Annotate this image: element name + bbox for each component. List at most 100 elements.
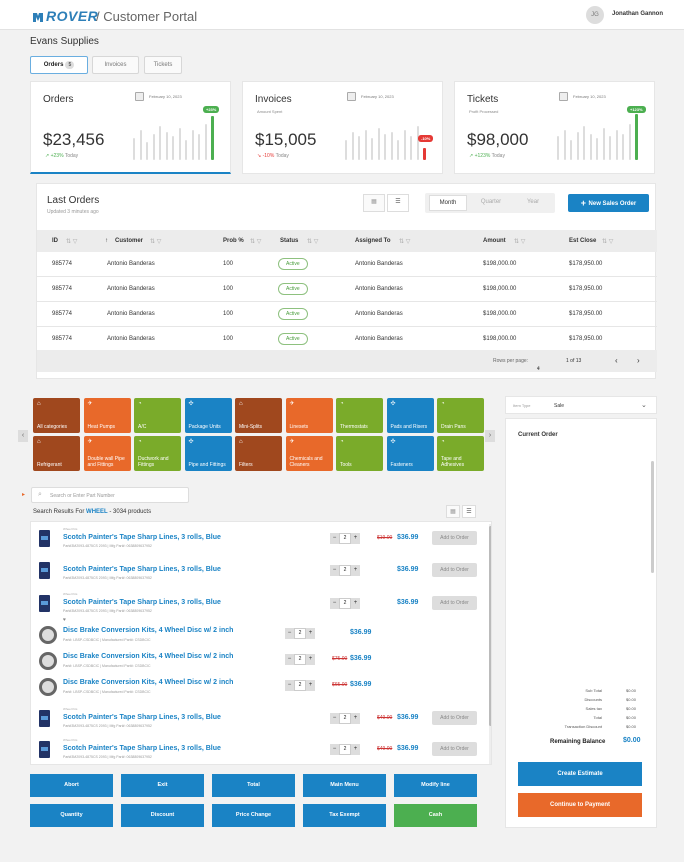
category-tile[interactable]: ✈ Double wall Pipe and Fittings	[83, 436, 131, 471]
categories-next-icon[interactable]: ›	[485, 430, 495, 442]
action-button-total[interactable]: Total	[212, 774, 295, 797]
user-name[interactable]: Jonathan Gannon	[612, 11, 663, 17]
avatar[interactable]: JG	[586, 6, 604, 24]
action-button-abort[interactable]: Abort	[30, 774, 113, 797]
sort-icon[interactable]: ⇅ ▽	[307, 239, 319, 245]
add-to-order-button[interactable]: Add to Order	[432, 596, 477, 610]
col-assigned[interactable]: Assigned To	[355, 238, 391, 244]
continue-to-payment-button[interactable]: Continue to Payment	[518, 793, 642, 817]
plus-icon[interactable]: +	[351, 713, 360, 724]
col-prob[interactable]: Prob %	[223, 238, 244, 244]
minus-icon[interactable]: −	[330, 533, 339, 544]
add-to-order-button[interactable]: Add to Order	[432, 711, 477, 725]
category-tile[interactable]: ✈ Chemicals and Cleaners	[285, 436, 333, 471]
category-tile[interactable]: ⌂ Mini-Splits	[235, 398, 282, 433]
tickets-card[interactable]: Tickets Profit Processed February 10, 20…	[454, 81, 655, 174]
plus-icon[interactable]: +	[351, 533, 360, 544]
quantity-value[interactable]: 2	[339, 565, 351, 576]
orders-card[interactable]: Orders February 10, 2023 $23,456 ↗ +23% …	[30, 81, 231, 174]
invoices-card[interactable]: Invoices Amount Spent February 10, 2023 …	[242, 81, 443, 174]
sort-icon[interactable]: ⇅ ▽	[399, 239, 411, 245]
add-to-order-button[interactable]: Add to Order	[432, 563, 477, 577]
next-page-icon[interactable]: ›	[637, 356, 640, 365]
action-button-discount[interactable]: Discount	[121, 804, 204, 827]
table-row[interactable]: 985774 Antonio Banderas 100 Active Anton…	[37, 327, 657, 352]
category-tile[interactable]: ◔ Thermostats	[336, 398, 383, 433]
category-tile[interactable]: ◔ A/C	[134, 398, 181, 433]
table-row[interactable]: 985774 Antonio Banderas 100 Active Anton…	[37, 302, 657, 327]
quantity-stepper[interactable]: −2 +	[330, 598, 360, 609]
minus-icon[interactable]: −	[285, 654, 294, 665]
quantity-stepper[interactable]: −2 +	[285, 654, 315, 665]
add-to-order-button[interactable]: Add to Order	[432, 742, 477, 756]
action-button-exit[interactable]: Exit	[121, 774, 204, 797]
category-tile[interactable]: ✣ Pipe and Fittings	[184, 436, 232, 471]
category-tile[interactable]: ◔ Drain Pans	[437, 398, 484, 433]
action-button-tax-exempt[interactable]: Tax Exempt	[303, 804, 386, 827]
minus-icon[interactable]: −	[330, 713, 339, 724]
sort-icon[interactable]: ⇅ ▽	[150, 239, 162, 245]
scrollbar-thumb[interactable]	[651, 461, 654, 573]
action-button-main-menu[interactable]: Main Menu	[303, 774, 386, 797]
quantity-value[interactable]: 2	[339, 744, 351, 755]
grid-view-button[interactable]: ▦	[363, 194, 385, 212]
product-name[interactable]: Disc Brake Conversion Kits, 4 Wheel Disc…	[63, 653, 234, 660]
period-year-button[interactable]: Year	[526, 199, 540, 205]
category-tile[interactable]: ✣ Pads and Risers	[386, 398, 434, 433]
plus-icon[interactable]: +	[351, 565, 360, 576]
logo[interactable]: ROVER	[32, 8, 98, 24]
plus-icon[interactable]: +	[306, 680, 315, 691]
col-est-close[interactable]: Est Close	[569, 238, 597, 244]
prev-page-icon[interactable]: ‹	[615, 356, 618, 365]
list-view-button[interactable]: ☰	[387, 194, 409, 212]
col-id[interactable]: ID	[52, 238, 58, 244]
list-item[interactable]: Disc Brake Conversion Kits, 4 Wheel Disc…	[31, 624, 486, 650]
list-item[interactable]: Disc Brake Conversion Kits, 4 Wheel Disc…	[31, 650, 486, 676]
sort-icon[interactable]: ⇅ ▽	[250, 239, 262, 245]
action-button-cash[interactable]: Cash	[394, 804, 477, 827]
table-row[interactable]: 985774 Antonio Banderas 100 Active Anton…	[37, 277, 657, 302]
list-item[interactable]: Disc Brake Conversion Kits, 4 Wheel Disc…	[31, 676, 486, 702]
category-tile[interactable]: ✈ Linesets	[285, 398, 333, 433]
category-tile[interactable]: ◔ Ductwork and Fittings	[134, 436, 181, 471]
plus-icon[interactable]: +	[306, 654, 315, 665]
col-amount[interactable]: Amount	[483, 238, 506, 244]
list-item[interactable]: Wheel Kits Scotch Painter's Tape Sharp Li…	[31, 591, 486, 623]
col-status[interactable]: Status	[280, 238, 299, 244]
categories-prev-icon[interactable]: ‹	[18, 430, 28, 442]
quantity-value[interactable]: 2	[294, 654, 306, 665]
action-button-quantity[interactable]: Quantity	[30, 804, 113, 827]
tab-orders[interactable]: Orders 5	[30, 56, 88, 74]
col-customer[interactable]: Customer	[115, 238, 144, 244]
create-estimate-button[interactable]: Create Estimate	[518, 762, 642, 786]
quantity-value[interactable]: 2	[339, 598, 351, 609]
item-type-select[interactable]: Item Type Sale ⌄	[505, 396, 657, 414]
sort-icon[interactable]: ⇅ ▽	[514, 239, 526, 245]
minus-icon[interactable]: −	[330, 744, 339, 755]
quantity-value[interactable]: 2	[339, 533, 351, 544]
category-tile[interactable]: ✣ Package Units	[184, 398, 232, 433]
period-quarter-button[interactable]: Quarter	[480, 199, 502, 205]
minus-icon[interactable]: −	[285, 628, 294, 639]
tab-tickets[interactable]: Tickets	[144, 56, 182, 74]
scrollbar-thumb[interactable]	[489, 526, 491, 726]
quantity-value[interactable]: 2	[294, 680, 306, 691]
category-tile[interactable]: ◔ Tools	[336, 436, 383, 471]
minus-icon[interactable]: −	[330, 598, 339, 609]
quantity-stepper[interactable]: −2 +	[330, 533, 360, 544]
search-input[interactable]: ⌕ Search or Enter Part Number	[31, 487, 189, 503]
list-item[interactable]: Wheel Kits Scotch Painter's Tape Sharp Li…	[31, 706, 486, 732]
list-item[interactable]: Wheel Kits Scotch Painter's Tape Sharp Li…	[31, 737, 486, 763]
plus-icon[interactable]: +	[306, 628, 315, 639]
category-tile[interactable]: ✈ Heat Pumps	[83, 398, 131, 433]
category-tile[interactable]: ⌂ Refrigerant	[33, 436, 80, 471]
period-month-button[interactable]: Month	[429, 195, 467, 211]
add-to-order-button[interactable]: Add to Order	[432, 531, 477, 545]
sort-icon[interactable]: ⇅ ▽	[602, 239, 614, 245]
product-name[interactable]: Scotch Painter's Tape Sharp Lines, 3 rol…	[63, 566, 221, 573]
favorite-icon[interactable]: ♥	[63, 617, 66, 623]
quantity-value[interactable]: 2	[339, 713, 351, 724]
action-button-modify-line[interactable]: Modify line	[394, 774, 477, 797]
plus-icon[interactable]: +	[351, 744, 360, 755]
list-item[interactable]: Wheel Kits Scotch Painter's Tape Sharp Li…	[31, 526, 486, 552]
